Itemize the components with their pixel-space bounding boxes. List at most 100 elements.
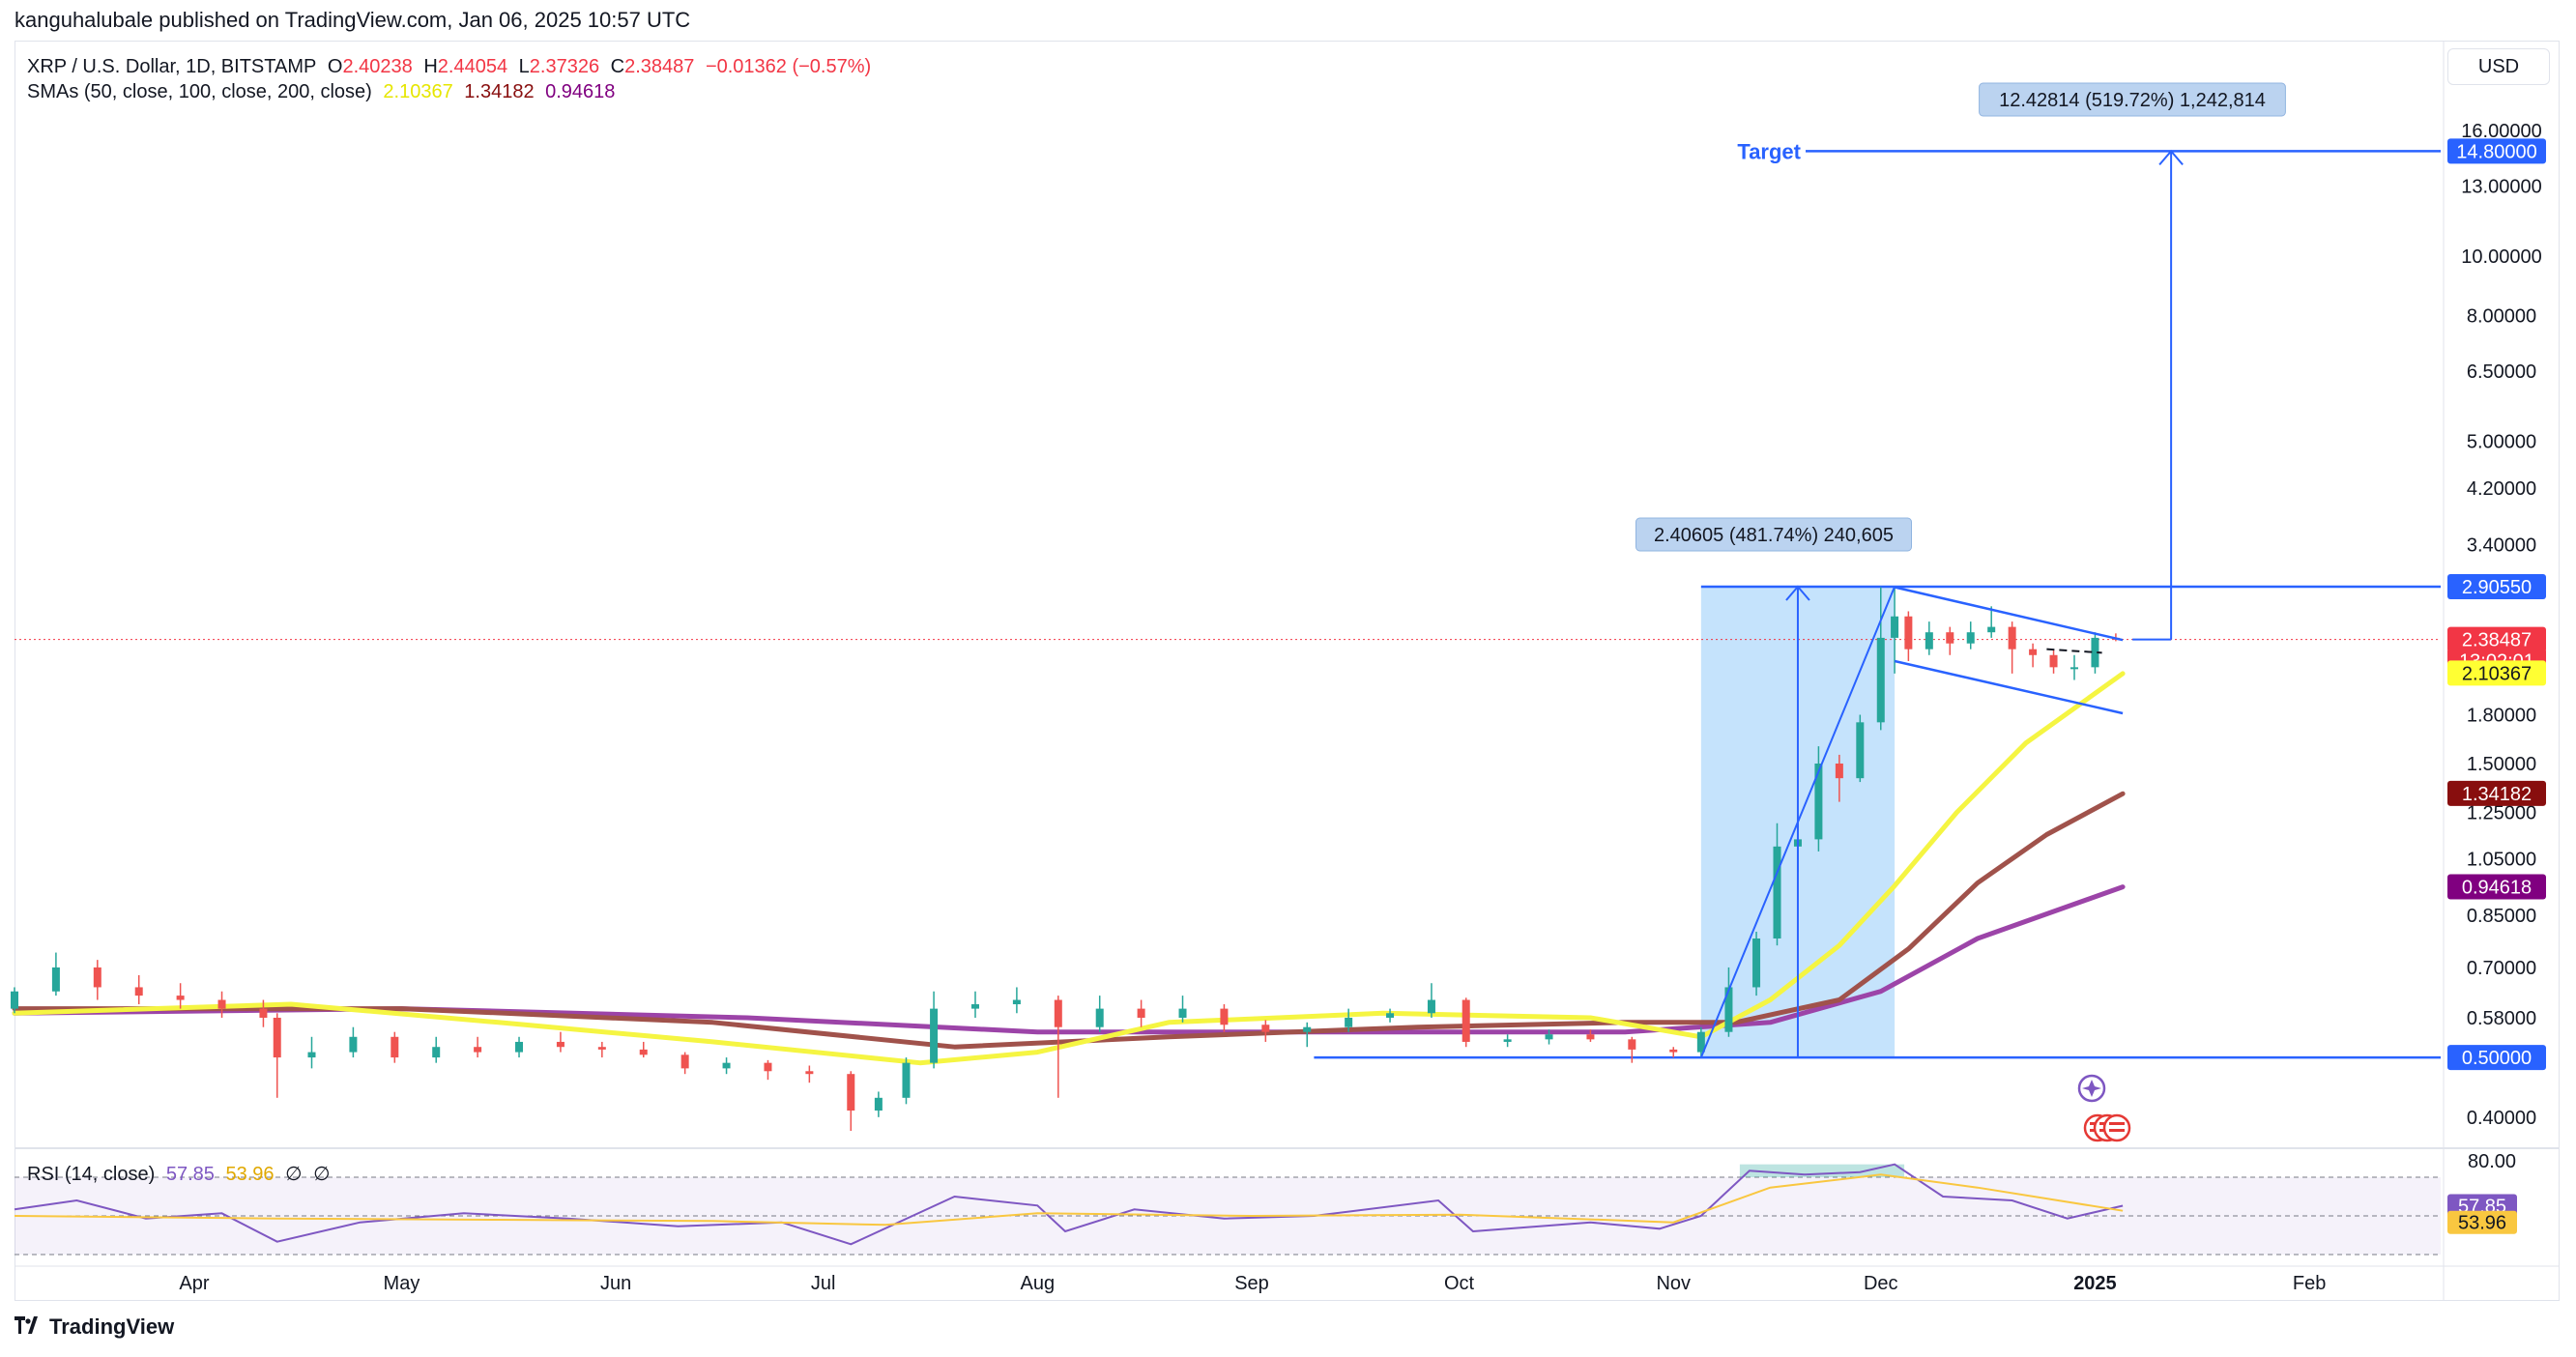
candle-body (970, 1004, 979, 1009)
price-tag-bg (2447, 138, 2546, 164)
candle (515, 1036, 524, 1058)
sma200-line (12, 884, 2126, 1035)
candle (680, 1052, 689, 1075)
candle-body (1891, 616, 1899, 638)
candle (1987, 606, 1996, 638)
candle (51, 952, 60, 996)
rsi-level-label: 80.00 (2468, 1151, 2516, 1172)
candle (1946, 626, 1954, 655)
price-tag-label: 1.34182 (2462, 784, 2532, 805)
x-tick-label: Sep (1234, 1273, 1269, 1294)
candle-body (556, 1041, 564, 1048)
sma50-value: 2.10367 (383, 81, 453, 102)
event-markers (2077, 1074, 2131, 1142)
candle (902, 1057, 911, 1105)
x-tick-label: May (384, 1273, 420, 1294)
candle (2029, 643, 2038, 668)
candle (2091, 632, 2099, 674)
symbol-title: XRP / U.S. Dollar, 1D, BITSTAMP (27, 56, 317, 77)
candle (307, 1036, 316, 1069)
x-tick-label: Apr (179, 1273, 209, 1294)
candle (597, 1041, 606, 1058)
candle (1966, 621, 1975, 650)
price-tag-bg (2447, 660, 2546, 686)
candle (2069, 654, 2078, 680)
high-value: H2.44054 (423, 56, 507, 77)
candle-body (1054, 999, 1062, 1027)
candle (1054, 996, 1062, 1098)
rsi-extra-1: ∅ (285, 1164, 303, 1185)
channel-upper-line (1894, 586, 2124, 642)
candle-body (1856, 722, 1865, 779)
candle (134, 974, 143, 1005)
x-tick-label: Nov (1656, 1273, 1691, 1294)
low-label: L (518, 56, 530, 77)
candle-body (722, 1062, 731, 1069)
candle (1724, 967, 1733, 1037)
pole-measure-label-bg (1635, 517, 1912, 552)
news-icon (2077, 1074, 2106, 1103)
candle (722, 1057, 731, 1075)
y-tick-label: 13.00000 (2461, 176, 2541, 197)
candle-body (1095, 1008, 1104, 1027)
candle (930, 991, 939, 1069)
low-value: L2.37326 (519, 56, 599, 77)
candle (1137, 999, 1145, 1027)
y-tick-label: 6.50000 (2467, 361, 2536, 383)
open-number: 2.40238 (342, 56, 413, 77)
candle-body (1462, 999, 1470, 1042)
candle-body (1773, 846, 1781, 938)
candle-body (1835, 763, 1843, 779)
x-tick-label: Feb (2293, 1273, 2326, 1294)
channel-mid-dashed (2046, 648, 2102, 654)
x-tick-label: Jul (811, 1273, 836, 1294)
candle-body (2029, 649, 2038, 655)
y-tick-label: 4.20000 (2467, 478, 2536, 500)
currency-button[interactable]: USD (2447, 48, 2550, 85)
candle (349, 1026, 358, 1058)
candle (259, 999, 268, 1027)
candle (1835, 754, 1843, 802)
y-tick-label: 1.05000 (2467, 850, 2536, 871)
candle-body (1545, 1034, 1553, 1040)
candle-body (1966, 632, 1975, 644)
tradingview-brand-text: TradingView (49, 1314, 175, 1339)
rsi-ma-value: 53.96 (225, 1164, 275, 1185)
candle-body (1876, 637, 1885, 723)
candle-body (1987, 626, 1996, 633)
flag-stripe (2109, 1129, 2125, 1132)
candle-body (1220, 1008, 1229, 1025)
tradingview-brand: TradingView (14, 1314, 174, 1340)
x-tick-label: Oct (1444, 1273, 1475, 1294)
candle-body (1946, 632, 1954, 644)
rsi-extra-2: ∅ (313, 1164, 331, 1185)
tradingview-logo-icon (14, 1314, 42, 1340)
candle-body (680, 1054, 689, 1069)
candle (474, 1036, 482, 1058)
candle-body (515, 1041, 524, 1053)
y-tick-label: 1.25000 (2467, 802, 2536, 823)
candle (874, 1091, 883, 1117)
candle-body (1012, 999, 1021, 1005)
sma200-value: 0.94618 (545, 81, 616, 102)
candle-body (1925, 632, 1933, 650)
candle (1925, 621, 1933, 655)
candle (2049, 649, 2058, 674)
candle-body (2069, 667, 2078, 670)
candle-body (1261, 1025, 1270, 1032)
candle-body (1669, 1049, 1678, 1053)
candle-body (847, 1074, 855, 1112)
price-tag-label: 14.80000 (2456, 141, 2536, 162)
price-tag-label: 2.10367 (2462, 663, 2532, 684)
candle-body (2049, 654, 2058, 668)
candle (1891, 587, 1899, 674)
x-tick-label: Aug (1021, 1273, 1056, 1294)
candle-body (176, 996, 185, 1000)
candle-body (273, 1017, 281, 1058)
sma-legend: SMAs (50, close, 100, close, 200, close)… (27, 81, 621, 103)
y-tick-label: 0.70000 (2467, 958, 2536, 979)
candle-body (764, 1062, 772, 1072)
price-tag-bg (2447, 626, 2546, 652)
candle (1752, 931, 1761, 996)
